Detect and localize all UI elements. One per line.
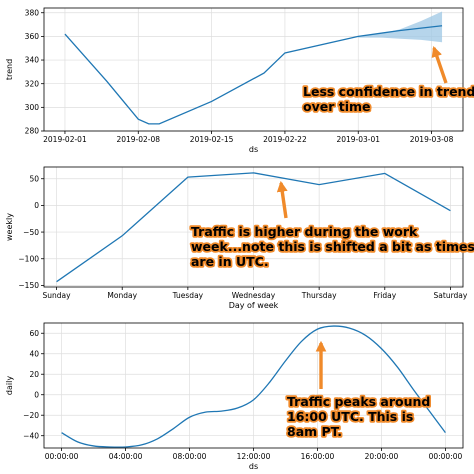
annotation-text: over time	[303, 99, 371, 114]
annotation-text: are in UTC.	[191, 254, 269, 269]
y-tick-label: −100	[18, 254, 39, 263]
x-tick-label: 00:00:00	[429, 452, 463, 461]
y-tick-label: 20	[29, 370, 39, 379]
panel-trend: 2019-02-01 2019-02-08 2019-02-15 2019-02-22…	[5, 7, 474, 154]
x-tick-label: Tuesday	[172, 291, 204, 300]
annotation-text: week...note this is shifted a bit as tim…	[191, 239, 474, 254]
y-tick-label: 380	[25, 8, 40, 17]
x-tick-label: Saturday	[434, 291, 468, 300]
x-tick-label: 2019-03-08	[410, 135, 454, 144]
series-line-daily	[61, 325, 446, 448]
x-tick-label: 16:00:00	[301, 452, 335, 461]
x-tick-label: 2019-02-08	[116, 135, 160, 144]
x-tick-label: 2019-03-01	[336, 135, 380, 144]
y-axis-label: daily	[5, 376, 14, 395]
y-tick-label: 360	[25, 32, 40, 41]
y-tick-label: 280	[25, 127, 40, 136]
x-tick-label: Thursday	[301, 291, 337, 300]
x-tick-label: Sunday	[43, 291, 72, 300]
y-tick-label: 40	[29, 349, 39, 358]
x-tick-label: 08:00:00	[173, 452, 207, 461]
y-tick-label: −50	[23, 228, 39, 237]
x-tick-label: 00:00:00	[45, 452, 79, 461]
annotation-arrow	[431, 45, 448, 84]
x-axis-label: Day of week	[229, 301, 279, 310]
x-tick-label: Friday	[373, 291, 396, 300]
annotation-text: Traffic peaks around	[287, 394, 430, 409]
annotation-text: 8am PT.	[287, 424, 342, 439]
x-tick-label: Wednesday	[232, 291, 276, 300]
y-axis-label: weekly	[5, 213, 14, 241]
uncertainty-band	[358, 11, 443, 43]
y-tick-label: 60	[29, 329, 39, 338]
x-axis-label: ds	[249, 462, 258, 471]
x-tick-label: 2019-02-15	[190, 135, 234, 144]
panel-weekly: Sunday Monday Tuesday Wednesday Thursday Frid…	[5, 166, 474, 310]
x-tick-label: 2019-02-22	[263, 135, 307, 144]
series-line-trend	[64, 25, 443, 125]
y-tick-label: 340	[25, 56, 40, 65]
y-tick-label: 300	[25, 103, 40, 112]
y-tick-label: 0	[34, 390, 39, 399]
annotation-text: Traffic is higher during the work	[191, 224, 418, 239]
y-tick-label: 50	[29, 174, 39, 183]
panel-daily: 00:00:00 04:00:00 08:00:00 12:00:00 16:00:00…	[5, 322, 464, 471]
series-line-weekly	[56, 172, 451, 283]
annotation-text: 16:00 UTC. This is	[287, 409, 413, 424]
x-tick-label: 12:00:00	[237, 452, 271, 461]
y-tick-label: 0	[34, 201, 39, 210]
x-axis-label: ds	[249, 145, 258, 154]
x-tick-label: 2019-02-01	[43, 135, 87, 144]
y-axis-label: trend	[5, 59, 14, 80]
annotation-text: Less confidence in trend	[303, 84, 474, 99]
x-tick-label: Monday	[107, 291, 137, 300]
y-tick-label: −150	[18, 281, 39, 290]
axes-frame	[43, 7, 464, 132]
annotation-arrow	[276, 180, 288, 219]
x-tick-label: 20:00:00	[365, 452, 399, 461]
y-tick-label: 320	[25, 79, 40, 88]
x-tick-label: 04:00:00	[109, 452, 143, 461]
y-tick-label: −20	[23, 411, 39, 420]
y-tick-label: −40	[23, 431, 39, 440]
